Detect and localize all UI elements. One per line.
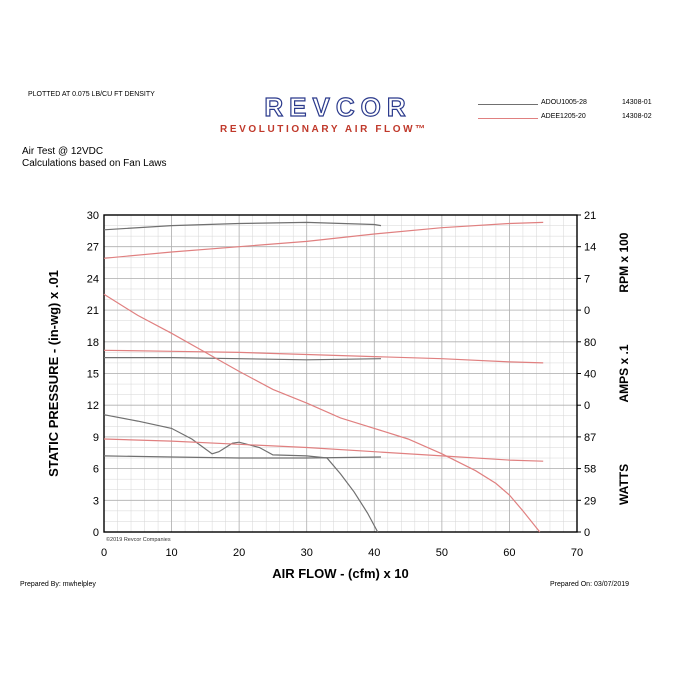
right-axis-tick-label: 7 bbox=[584, 273, 590, 285]
series-line-amps bbox=[104, 357, 382, 361]
x-tick-label: 60 bbox=[503, 547, 515, 559]
right-axis-tick-label: 58 bbox=[584, 464, 596, 476]
series-line-static-pressure bbox=[103, 293, 541, 533]
brand-wordmark: REVCOR bbox=[264, 96, 411, 122]
test-note: Air Test @ 12VDC bbox=[22, 146, 104, 157]
x-tick-label: 30 bbox=[301, 547, 313, 559]
x-tick-label: 10 bbox=[165, 547, 177, 559]
right-axis-tick-label: 0 bbox=[584, 305, 590, 317]
legend-model-1: ADOU1005-28 bbox=[541, 99, 587, 106]
right-axis-label: AMPS x .1 bbox=[617, 344, 631, 402]
series-line-amps bbox=[103, 349, 544, 364]
series-line-watts bbox=[103, 455, 382, 459]
chart-sheet bbox=[10, 75, 666, 600]
right-axis-tick-label: 14 bbox=[584, 242, 596, 254]
copyright-note: ©2019 Revcor Companies bbox=[106, 536, 171, 543]
major-grid bbox=[103, 214, 578, 533]
series-line-static-pressure bbox=[103, 414, 379, 533]
prepared-on: Prepared On: 03/07/2019 bbox=[550, 581, 630, 588]
x-tick-label: 0 bbox=[101, 547, 107, 559]
y-axis-label: STATIC PRESSURE - (in-wg) x .01 bbox=[46, 270, 61, 477]
y-tick-label: 15 bbox=[87, 369, 99, 381]
right-axis-tick-label: 80 bbox=[584, 337, 596, 349]
right-axis-tick-label: 87 bbox=[584, 432, 596, 444]
density-note: PLOTTED AT 0.075 LB/CU FT DENSITY bbox=[28, 91, 155, 98]
brand-tagline: REVOLUTIONARY AIR FLOW™ bbox=[220, 124, 428, 135]
y-tick-label: 9 bbox=[93, 432, 99, 444]
x-tick-label: 40 bbox=[368, 547, 380, 559]
y-tick-label: 12 bbox=[87, 400, 99, 412]
legend-swatch-2 bbox=[478, 118, 538, 119]
y-tick-label: 18 bbox=[87, 337, 99, 349]
y-tick-label: 3 bbox=[93, 495, 99, 507]
x-tick-label: 20 bbox=[233, 547, 245, 559]
calc-note: Calculations based on Fan Laws bbox=[22, 158, 167, 169]
y-tick-label: 0 bbox=[93, 527, 99, 539]
right-axis-label: RPM x 100 bbox=[617, 232, 631, 292]
revcor-logo: REVCOR bbox=[264, 96, 411, 122]
x-axis-label: AIR FLOW - (cfm) x 10 bbox=[272, 566, 409, 581]
x-tick-label: 50 bbox=[436, 547, 448, 559]
right-axis-tick-label: 0 bbox=[584, 400, 590, 412]
right-axis-tick-label: 0 bbox=[584, 527, 590, 539]
right-axis-tick-label: 29 bbox=[584, 495, 596, 507]
y-tick-label: 24 bbox=[87, 273, 99, 285]
legend-swatch-1 bbox=[478, 104, 538, 105]
prepared-by: Prepared By: mwhelpley bbox=[20, 581, 96, 588]
y-tick-label: 21 bbox=[87, 305, 99, 317]
y-tick-label: 30 bbox=[87, 210, 99, 222]
series-line-rpm bbox=[103, 221, 544, 259]
series-line-rpm bbox=[103, 221, 382, 231]
right-axis-tick-label: 21 bbox=[584, 210, 596, 222]
x-tick-label: 70 bbox=[571, 547, 583, 559]
right-axis-label: WATTS bbox=[617, 464, 631, 505]
y-tick-label: 6 bbox=[93, 464, 99, 476]
legend-code-1: 14308-01 bbox=[622, 99, 652, 106]
right-axis-tick-label: 40 bbox=[584, 369, 596, 381]
series-line-watts bbox=[103, 438, 544, 462]
legend-code-2: 14308-02 bbox=[622, 113, 652, 120]
legend-model-2: ADEE1205-20 bbox=[541, 113, 586, 120]
y-tick-label: 27 bbox=[87, 242, 99, 254]
